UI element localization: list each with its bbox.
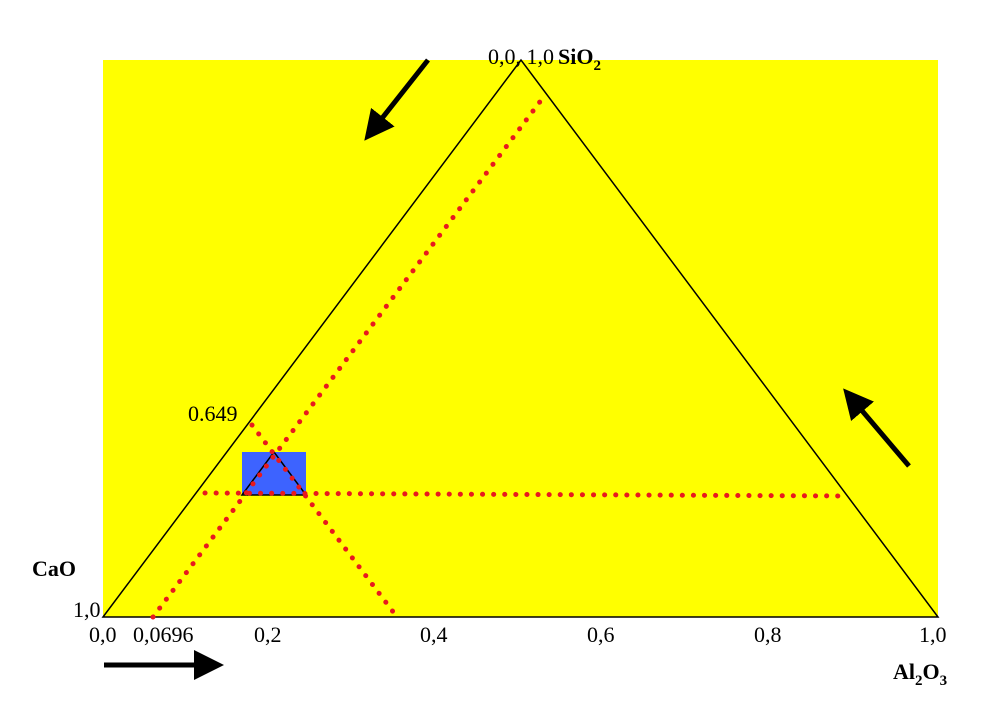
down-left-arrow [364,58,430,141]
tick-label: 0,0696 [133,622,194,647]
tick-label: 0,8 [754,622,782,647]
al2o3-label: Al2O3 [893,659,947,689]
dotted-line-cao-constant [150,92,548,620]
left-vertex-coord: 1,0 [73,597,101,622]
tick-label: 0,4 [420,622,448,647]
cao-label: CaO [32,556,76,581]
tick-label: 0,2 [254,622,282,647]
plot-background [103,60,938,617]
dotted-line-al2o3-constant [249,422,400,620]
up-left-arrow [843,388,911,468]
dotted-line-sio2-constant [202,490,851,499]
tick-label: 0,0 [89,622,117,647]
ternary-triangle [101,58,940,618]
annotation-0649: 0.649 [188,401,238,426]
tick-label: 1,0 [919,622,947,647]
tick-label: 0,6 [587,622,615,647]
top-vertex-coord: 0,0, 1,0 [488,44,554,69]
sio2-label: SiO2 [558,44,601,74]
